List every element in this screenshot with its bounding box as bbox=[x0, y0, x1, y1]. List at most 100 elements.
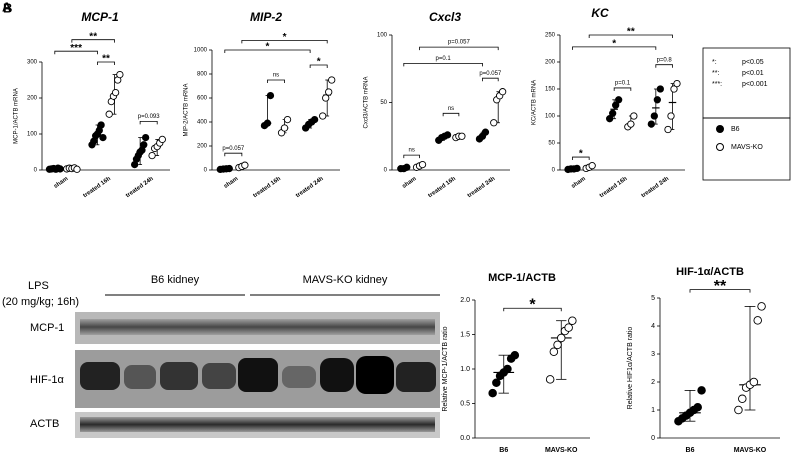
data-point bbox=[697, 386, 706, 395]
y-axis-label: MCP-1/ACTB mRNA bbox=[14, 88, 20, 144]
x-tick-label: treated 16h bbox=[252, 176, 282, 199]
blot-row: ACTB bbox=[30, 418, 59, 430]
blot-group: MAVS-KO kidney bbox=[303, 274, 388, 286]
y-tick-label: 5 bbox=[651, 295, 655, 302]
data-point bbox=[734, 405, 743, 415]
x-tick-label: treated 24h bbox=[467, 176, 497, 199]
data-point bbox=[280, 124, 289, 132]
data-point bbox=[650, 112, 658, 120]
x-tick-label: treated 16h bbox=[82, 176, 112, 199]
data-point bbox=[549, 347, 559, 357]
panel-label: A bbox=[2, 0, 12, 14]
data-point bbox=[630, 112, 638, 120]
significance-bracket bbox=[442, 112, 460, 117]
y-tick-label: 200 bbox=[27, 96, 38, 102]
y-axis-label: Cxcl3/ACTB mRNA bbox=[364, 76, 370, 128]
data-point bbox=[328, 76, 336, 84]
significance-label: p=0.057 bbox=[448, 40, 471, 46]
significance-label: ns bbox=[448, 106, 454, 112]
y-tick-label: 0 bbox=[204, 168, 208, 174]
data-point bbox=[615, 96, 623, 104]
y-tick-label: 100 bbox=[27, 132, 38, 138]
key-text: p<0.001 bbox=[742, 81, 768, 88]
data-point bbox=[325, 88, 333, 96]
y-tick-label: 2.0 bbox=[460, 297, 470, 304]
data-point bbox=[458, 132, 466, 140]
data-point bbox=[627, 120, 635, 128]
chart-title: MCP-1 bbox=[81, 10, 119, 24]
y-tick-label: 0 bbox=[384, 168, 388, 174]
significance-bracket bbox=[97, 61, 115, 65]
significance-bracket bbox=[572, 46, 657, 50]
significance-label: p=0.093 bbox=[138, 114, 161, 120]
significance-label: ns bbox=[408, 148, 414, 154]
data-point bbox=[319, 112, 327, 120]
x-tick-label: sham bbox=[223, 176, 239, 190]
data-point bbox=[105, 110, 113, 118]
significance-label: ns bbox=[273, 73, 279, 79]
x-tick-label: treated 24h bbox=[295, 176, 325, 199]
legend-label: B6 bbox=[731, 126, 740, 133]
x-tick-label: treated 16h bbox=[599, 176, 629, 199]
key-symbol: *: bbox=[712, 59, 717, 66]
y-tick-label: 250 bbox=[545, 33, 556, 39]
data-point bbox=[488, 388, 497, 398]
data-point bbox=[490, 119, 498, 127]
data-point bbox=[553, 340, 562, 350]
y-tick-label: 1000 bbox=[194, 48, 208, 54]
significance-bracket bbox=[482, 77, 499, 82]
blot-treatment: LPS bbox=[28, 280, 49, 292]
significance-bracket bbox=[139, 121, 158, 125]
significance-label: p=0.057 bbox=[222, 146, 245, 152]
legend-box bbox=[702, 117, 791, 181]
data-point bbox=[749, 377, 759, 387]
significance-label: ** bbox=[627, 27, 635, 38]
data-point bbox=[140, 141, 148, 149]
chart-title: KC bbox=[591, 6, 609, 20]
y-tick-label: 0.0 bbox=[460, 435, 470, 442]
significance-label: ** bbox=[89, 31, 97, 42]
data-point bbox=[564, 323, 573, 332]
significance-label: p=0.057 bbox=[479, 71, 502, 77]
y-tick-label: 0 bbox=[34, 168, 38, 174]
x-tick-label: B6 bbox=[499, 447, 508, 452]
significance-label: * bbox=[612, 39, 616, 50]
significance-label: *** bbox=[70, 43, 82, 54]
y-tick-label: 300 bbox=[27, 60, 38, 66]
significance-bracket bbox=[54, 50, 98, 55]
data-point bbox=[111, 88, 120, 97]
y-tick-label: 50 bbox=[380, 100, 387, 106]
data-point bbox=[492, 378, 501, 388]
data-point bbox=[97, 121, 105, 129]
y-axis-label: Relative MCP-1/ACTB ratio bbox=[442, 326, 449, 411]
key-text: p<0.01 bbox=[742, 70, 764, 77]
data-point bbox=[673, 79, 681, 88]
x-tick-label: MAVS-KO bbox=[545, 447, 578, 452]
data-point bbox=[503, 364, 512, 374]
significance-label: * bbox=[266, 42, 270, 53]
data-point bbox=[656, 85, 664, 93]
y-tick-label: 2 bbox=[651, 379, 655, 386]
data-point bbox=[753, 316, 762, 325]
significance-bracket bbox=[613, 87, 632, 91]
data-point bbox=[322, 94, 330, 102]
y-tick-label: 200 bbox=[197, 144, 208, 150]
data-point bbox=[738, 394, 747, 404]
chart-title: MIP-2 bbox=[250, 10, 282, 24]
y-axis-label: MIP-2/ACTB mRNA bbox=[184, 83, 190, 136]
significance-bracket bbox=[503, 307, 562, 312]
data-point bbox=[56, 165, 64, 173]
x-tick-label: MAVS-KO bbox=[734, 447, 767, 452]
blot-dose: (20 mg/kg; 16h) bbox=[2, 296, 79, 308]
significance-label: ** bbox=[714, 278, 727, 295]
legend-label: MAVS-KO bbox=[731, 144, 763, 151]
x-tick-label: B6 bbox=[686, 447, 695, 452]
data-point bbox=[116, 70, 124, 79]
significance-bracket bbox=[572, 156, 590, 161]
blot-image bbox=[75, 312, 440, 438]
significance-label: ** bbox=[102, 54, 110, 65]
significance-label: * bbox=[317, 57, 321, 68]
significance-bracket bbox=[689, 289, 751, 293]
blot-row: HIF-1α bbox=[30, 374, 65, 386]
